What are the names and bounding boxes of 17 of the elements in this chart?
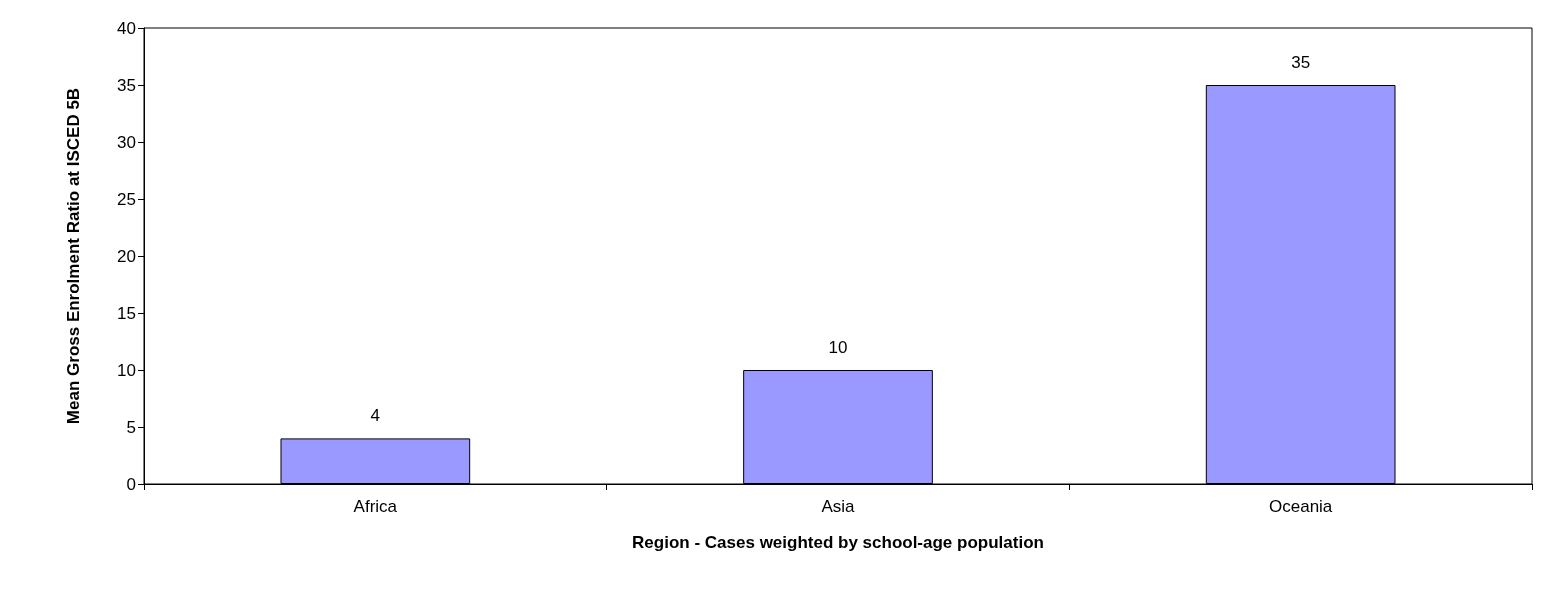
x-axis-title: Region - Cases weighted by school-age population (632, 533, 1044, 552)
data-label: 35 (1291, 53, 1311, 72)
x-tick-label: Asia (821, 497, 856, 516)
y-tick-label: 5 (126, 417, 136, 437)
y-tick-label: 40 (117, 18, 136, 38)
y-tick-label: 30 (117, 132, 136, 152)
y-tick-label: 0 (126, 474, 136, 494)
y-tick-label: 10 (117, 360, 136, 380)
y-tick-label: 20 (117, 246, 136, 266)
data-label: 10 (828, 338, 848, 357)
x-tick-label: Oceania (1269, 497, 1333, 516)
y-tick-label: 35 (117, 75, 136, 95)
x-tick-label: Africa (353, 497, 398, 516)
y-axis-title: Mean Gross Enrolment Ratio at ISCED 5B (63, 87, 83, 425)
y-tick-label: 15 (117, 303, 136, 323)
data-label: 4 (370, 406, 381, 426)
y-tick-label: 25 (117, 189, 136, 209)
